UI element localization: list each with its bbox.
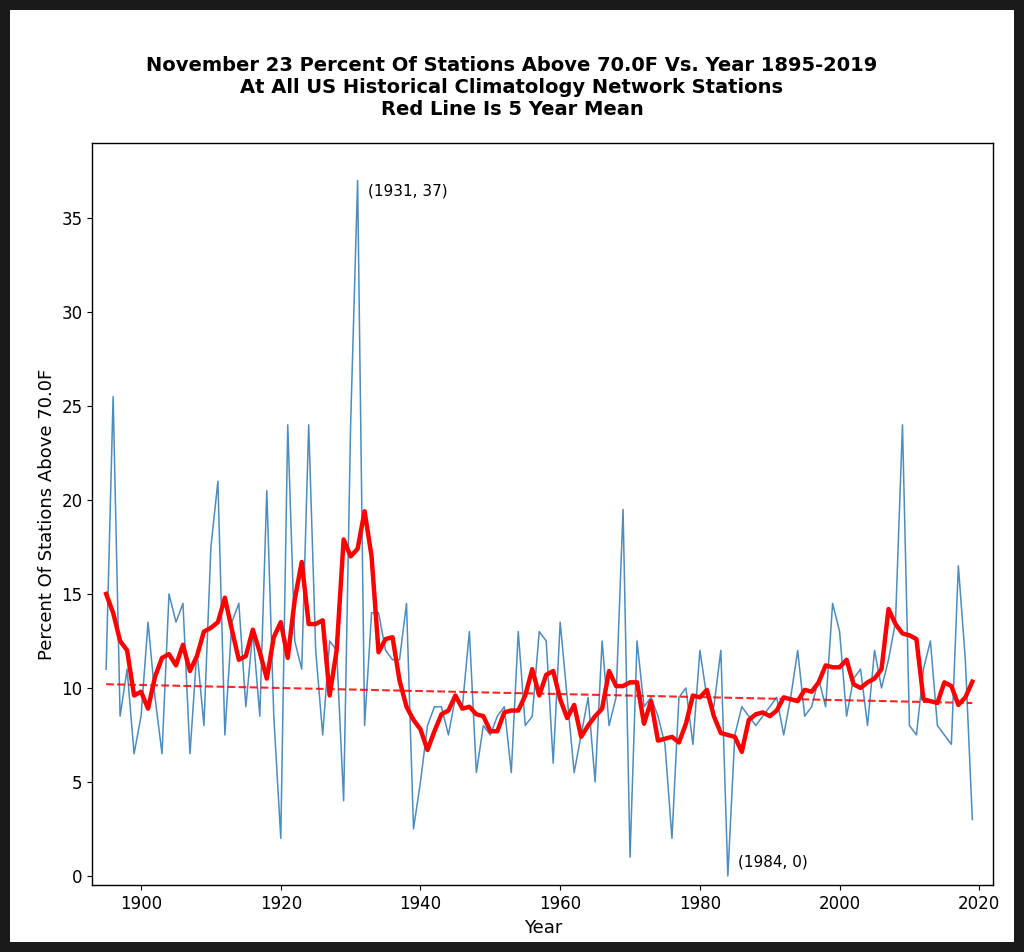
X-axis label: Year: Year — [523, 919, 562, 937]
Y-axis label: Percent Of Stations Above 70.0F: Percent Of Stations Above 70.0F — [38, 368, 55, 660]
Text: (1984, 0): (1984, 0) — [738, 855, 808, 869]
Text: (1931, 37): (1931, 37) — [368, 184, 447, 198]
Text: November 23 Percent Of Stations Above 70.0F Vs. Year 1895-2019
At All US Histori: November 23 Percent Of Stations Above 70… — [146, 56, 878, 119]
